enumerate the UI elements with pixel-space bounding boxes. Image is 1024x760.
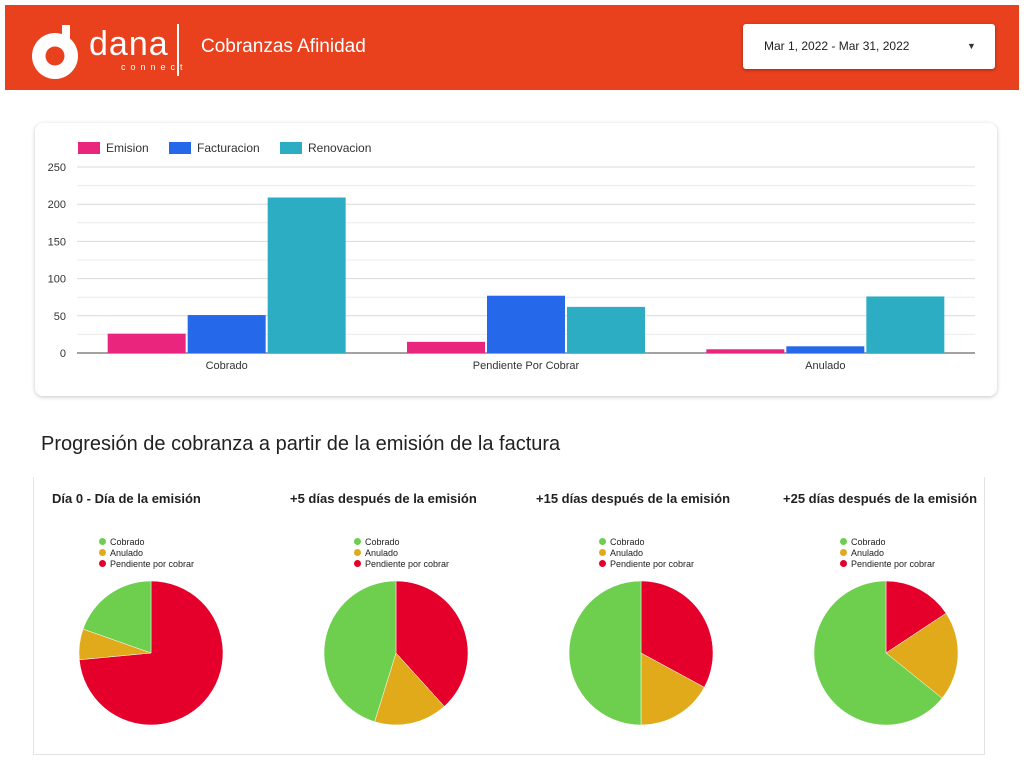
chevron-down-icon[interactable]: ▼ (967, 41, 976, 51)
pie-slice-cobrado (813, 580, 943, 726)
legend-label: Facturacion (197, 141, 260, 155)
bar-renovacion-0 (267, 197, 346, 353)
pie-slice-cobrado (568, 580, 642, 726)
pie-chart-day15: +15 días después de la emisión Cobrado A… (524, 477, 764, 755)
y-tick-label: 50 (54, 311, 66, 323)
legend-label: Renovacion (308, 141, 371, 155)
pie-slice-pendiente (885, 580, 947, 654)
legend-swatch (169, 142, 191, 154)
pie-legend: Cobrado Anulado Pendiente por cobrar (599, 537, 694, 570)
pie-chart-day25: +25 días después de la emisión Cobrado A… (769, 477, 1009, 755)
bar-facturacion-0 (187, 315, 266, 353)
legend-dot (840, 549, 847, 556)
header-bar: dana connect Cobranzas Afinidad Mar 1, 2… (5, 5, 1019, 90)
page-title: Cobranzas Afinidad (201, 36, 366, 57)
legend-dot (99, 549, 106, 556)
pie-legend: Cobrado Anulado Pendiente por cobrar (354, 537, 449, 570)
y-tick-label: 100 (48, 274, 66, 286)
legend-dot (99, 560, 106, 567)
x-tick-label: Pendiente Por Cobrar (473, 360, 580, 372)
legend-item: Anulado (840, 548, 935, 559)
legend-dot (354, 538, 361, 545)
dana-logo-icon (32, 25, 78, 79)
legend-swatch (78, 142, 100, 154)
legend-item: Cobrado (840, 537, 935, 548)
pie-charts-panel: Día 0 - Día de la emisión Cobrado Anulad… (33, 477, 985, 755)
header-divider (177, 24, 179, 76)
legend-dot (599, 538, 606, 545)
pie-legend: Cobrado Anulado Pendiente por cobrar (99, 537, 194, 570)
legend-item: Pendiente por cobrar (599, 559, 694, 570)
bar-emision-2 (706, 349, 785, 353)
pie-chart-day0: Día 0 - Día de la emisión Cobrado Anulad… (34, 477, 274, 755)
pie-slice-anulado (640, 652, 705, 726)
x-tick-label: Cobrado (206, 360, 248, 372)
pie-svg (568, 580, 714, 726)
bar-renovacion-1 (567, 306, 645, 353)
y-tick-label: 200 (48, 199, 66, 211)
legend-dot (354, 560, 361, 567)
pie-svg (78, 580, 224, 726)
pie-slice-cobrado (323, 580, 397, 723)
y-tick-label: 150 (48, 236, 66, 248)
pie-slice-anulado (374, 652, 445, 726)
pie-slice-anulado (885, 612, 959, 699)
bar-emision-0 (107, 333, 186, 353)
legend-dot (99, 538, 106, 545)
legend-swatch (280, 142, 302, 154)
bar-chart-card: 0 50 100 150 200 250 Cobrado Pendiente Por Cobr… (35, 123, 997, 396)
legend-item: Pendiente por cobrar (99, 559, 194, 570)
legend-item: Cobrado (599, 537, 694, 548)
bar-facturacion-1 (487, 295, 565, 353)
pie-slice-cobrado (82, 580, 152, 654)
legend-item: Anulado (99, 548, 194, 559)
logo-wordmark: dana (89, 25, 169, 63)
pie-title: Día 0 - Día de la emisión (52, 491, 201, 506)
legend-label: Emision (106, 141, 149, 155)
date-range-picker[interactable]: Mar 1, 2022 - Mar 31, 2022 ▼ (743, 24, 995, 69)
legend-item: Cobrado (99, 537, 194, 548)
bar-facturacion-2 (786, 346, 865, 353)
pie-title: +25 días después de la emisión (783, 491, 978, 506)
pie-slice-pendiente (395, 580, 469, 707)
legend-dot (354, 549, 361, 556)
pie-svg (323, 580, 469, 726)
pie-title: +5 días después de la emisión (290, 491, 477, 506)
legend-dot (599, 549, 606, 556)
legend-item: Anulado (354, 548, 449, 559)
pie-title: +15 días después de la emisión (536, 491, 731, 506)
pie-svg (813, 580, 959, 726)
y-tick-label: 250 (48, 162, 66, 174)
legend-item: Pendiente por cobrar (840, 559, 935, 570)
legend-dot (840, 560, 847, 567)
pie-slice-pendiente (640, 580, 714, 688)
pies-section-title: Progresión de cobranza a partir de la em… (41, 433, 561, 455)
legend-dot (599, 560, 606, 567)
legend-dot (840, 538, 847, 545)
date-range-text: Mar 1, 2022 - Mar 31, 2022 (764, 39, 910, 53)
legend-item: Anulado (599, 548, 694, 559)
pie-legend: Cobrado Anulado Pendiente por cobrar (840, 537, 935, 570)
legend-item: Cobrado (354, 537, 449, 548)
y-tick-label: 0 (60, 348, 66, 360)
logo-subtitle: connect (121, 62, 188, 72)
bar-emision-1 (407, 341, 485, 353)
pie-chart-day5: +5 días después de la emisión Cobrado An… (279, 477, 519, 755)
legend-item: Pendiente por cobrar (354, 559, 449, 570)
x-tick-label: Anulado (805, 360, 845, 372)
bar-chart: 0 50 100 150 200 250 Cobrado Pendiente Por Cobr… (48, 141, 975, 372)
bar-renovacion-2 (866, 296, 945, 353)
